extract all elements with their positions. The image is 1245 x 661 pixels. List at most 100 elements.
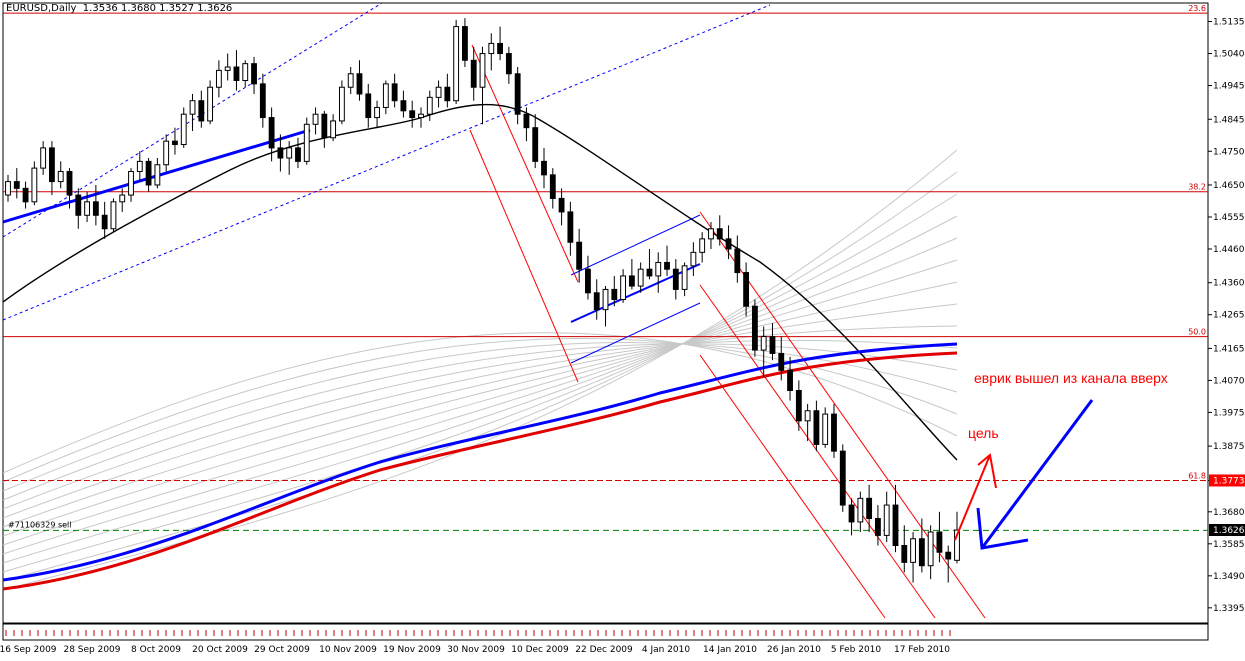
candle-body — [681, 265, 688, 290]
candle-body — [251, 63, 257, 85]
y-tick-label: 1.3490 — [1213, 572, 1245, 582]
ma-black-line — [2, 103, 958, 461]
candle-body — [189, 100, 196, 115]
x-tick-label: 29 Oct 2009 — [254, 645, 310, 655]
candle-body — [66, 170, 73, 196]
candle-body — [268, 117, 275, 149]
channel-line — [699, 354, 886, 619]
x-tick-label: 14 Jan 2010 — [703, 645, 757, 655]
candle-body — [804, 410, 811, 422]
candle-body — [128, 170, 134, 196]
fib-level-label: 23.6 — [1188, 4, 1206, 13]
candle-body — [101, 214, 108, 230]
candle-body — [75, 194, 82, 216]
candle-body — [734, 248, 741, 274]
candle-body — [628, 275, 635, 287]
candle-body — [347, 73, 354, 88]
candle-body — [778, 352, 785, 371]
x-tick-label: 30 Nov 2009 — [447, 645, 505, 655]
candle-body — [180, 113, 187, 146]
candle-body — [672, 268, 679, 290]
candle-body — [892, 504, 899, 546]
candle-body — [321, 113, 328, 139]
y-tick-label: 1.3395 — [1213, 604, 1245, 614]
price-tag-box — [1209, 474, 1245, 487]
channel-line — [469, 129, 579, 383]
channel-line — [570, 214, 701, 276]
candle-body — [927, 531, 934, 567]
candle-body — [277, 147, 284, 159]
candle-body — [295, 147, 301, 162]
breakout-annotation: еврик вышел из канала вверх — [974, 370, 1168, 386]
candle-body — [664, 261, 670, 270]
candle-body — [444, 86, 451, 102]
y-tick-label: 1.4070 — [1213, 376, 1245, 386]
candle-body — [699, 238, 706, 253]
candle-body — [523, 113, 530, 129]
candle-body — [286, 147, 293, 159]
candle-body — [49, 147, 55, 183]
candle-body — [901, 545, 908, 563]
candle-body — [400, 100, 407, 112]
candle-body — [743, 272, 750, 307]
candle-body — [751, 305, 758, 351]
candle-body — [541, 160, 547, 176]
breakout-arrow — [976, 399, 1094, 550]
candle-body — [655, 261, 662, 277]
candle-body — [637, 268, 644, 287]
y-tick-label: 1.5040 — [1213, 50, 1245, 60]
candle-body — [549, 174, 556, 199]
price-tag-box — [1209, 524, 1245, 536]
candle-body — [831, 413, 837, 452]
candle-body — [382, 83, 389, 108]
ribbon-ma-line — [2, 332, 958, 474]
candle-body — [611, 288, 618, 301]
y-tick-label: 1.4750 — [1213, 147, 1245, 157]
x-tick-label: 8 Oct 2009 — [131, 645, 181, 655]
candle-body — [22, 187, 29, 203]
ribbon-ma-line — [2, 343, 958, 501]
y-tick-label: 1.4165 — [1213, 344, 1245, 354]
candle-body — [259, 83, 266, 119]
candle-body — [760, 336, 767, 351]
channel-line — [2, 4, 771, 321]
candle-body — [690, 251, 697, 267]
target-annotation: цель — [968, 425, 999, 441]
candle-body — [92, 201, 99, 216]
candle-body — [233, 66, 240, 81]
candle-body — [215, 69, 222, 88]
price-tag-label: 1.3626 — [1213, 526, 1245, 536]
fib-level-label: 38.2 — [1188, 183, 1206, 192]
candle-body — [725, 238, 732, 250]
x-tick-label: 26 Jan 2010 — [767, 645, 821, 655]
candle-body — [374, 106, 380, 119]
fib-level-label: 61.8 — [1188, 471, 1206, 480]
candle-body — [646, 268, 653, 277]
y-tick-label: 1.4555 — [1213, 213, 1245, 223]
fib-level-label: 50.0 — [1188, 328, 1206, 337]
x-tick-label: 4 Jan 2010 — [642, 645, 690, 655]
ohlc-values: 1.3536 1.3680 1.3527 1.3626 — [82, 3, 233, 14]
candle-body — [479, 53, 486, 88]
x-tick-label: 28 Sep 2009 — [63, 645, 120, 655]
y-tick-label: 1.3875 — [1213, 442, 1245, 452]
candle-body — [426, 96, 433, 115]
candle-body — [198, 100, 205, 122]
candle-body — [866, 497, 873, 520]
candle-body — [172, 140, 178, 146]
x-tick-label: 22 Dec 2009 — [575, 645, 633, 655]
channel-line — [699, 284, 936, 619]
indicator-subwindow — [2, 623, 1209, 641]
candle-body — [620, 275, 627, 301]
candle-body — [497, 42, 503, 55]
ribbon-ma-line — [2, 337, 958, 483]
chart-header: EURUSD,Daily 1.3536 1.3680 1.3527 1.3626 — [6, 3, 232, 14]
candle-body — [303, 123, 310, 162]
candle-body — [110, 201, 117, 230]
candle-body — [822, 413, 829, 445]
candle-body — [936, 531, 943, 553]
candle-body — [883, 504, 890, 536]
x-tick-label: 19 Nov 2009 — [383, 645, 441, 655]
